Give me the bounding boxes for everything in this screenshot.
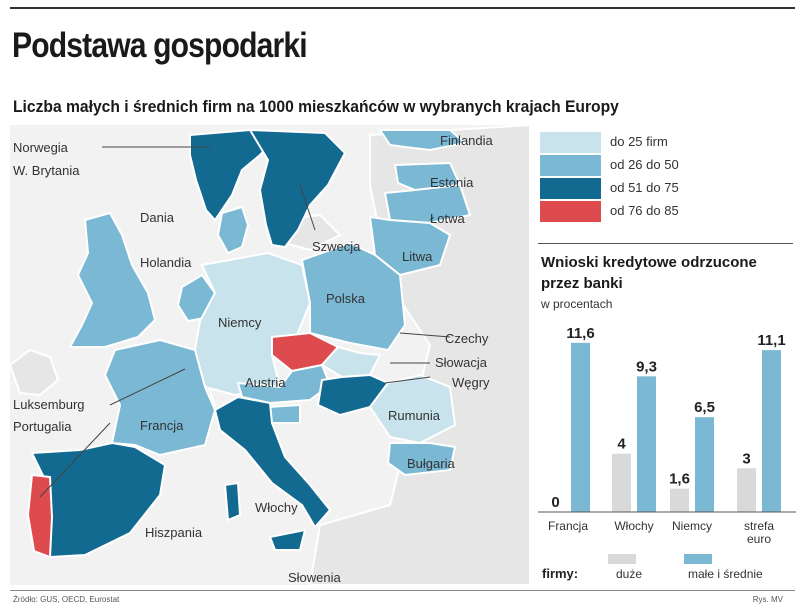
footer-rule (10, 590, 795, 591)
map-label-slowenia: Słowenia (288, 570, 342, 585)
legend-swatch (540, 155, 601, 176)
map-label-portugalia: Portugalia (13, 419, 72, 434)
chart-title: Wnioski kredytowe odrzucone przez banki (541, 254, 757, 292)
chart-top-rule (538, 243, 793, 244)
bar-value-label: 0 (551, 494, 559, 511)
legend-row: od 76 do 85 (540, 201, 800, 222)
bar-value-label: 6,5 (694, 399, 715, 416)
country-francja (103, 338, 217, 457)
map-label-hiszpania: Hiszpania (145, 525, 203, 540)
country-wlochy (213, 395, 332, 529)
legend-label: od 76 do 85 (610, 203, 679, 218)
chart-legend-swatch (684, 554, 712, 564)
country-wlochy-sicily (268, 528, 307, 551)
chart-legend-label: duże (616, 567, 642, 581)
map-label-bulgaria: Bułgaria (407, 456, 455, 471)
map-label-austria: Austria (245, 375, 286, 390)
bar-value-label: 11,6 (566, 325, 594, 342)
legend-swatch (540, 178, 601, 199)
map-label-holandia: Holandia (140, 255, 192, 270)
graphic-credit: Rys. MV (752, 595, 783, 604)
bar-value-label: 4 (617, 436, 626, 453)
legend-label: od 51 do 75 (610, 180, 679, 195)
legend-label: do 25 firm (610, 134, 668, 149)
map-label-wbrytania: W. Brytania (13, 163, 80, 178)
page-subtitle: Liczba małych i średnich firm na 1000 mi… (13, 97, 619, 116)
page-title: Podstawa gospodarki (12, 26, 308, 65)
country-bulgaria (386, 442, 457, 477)
category-label: strefa (744, 519, 774, 533)
country-portugalia (26, 473, 54, 559)
map-label-wegry: Węgry (452, 375, 490, 390)
map-label-szwecja: Szwecja (312, 239, 361, 254)
country-finlandia (378, 129, 468, 152)
map-label-finlandia: Finlandia (440, 133, 494, 148)
bar-chart: 0 11,6 Francja 4 9,3 Włochy 1,6 6,5 Niemcy 3 11,1 s… (538, 325, 796, 581)
top-rule (10, 7, 795, 9)
bar-male-srednie (571, 342, 590, 512)
map-label-lotwa: Łotwa (430, 211, 465, 226)
category-label: Niemcy (672, 519, 712, 533)
map-label-estonia: Estonia (430, 175, 474, 190)
map-label-luksemburg: Luksemburg (13, 397, 85, 412)
category-label: Francja (548, 519, 588, 533)
map-label-litwa: Litwa (402, 249, 433, 264)
map-label-polska: Polska (326, 291, 366, 306)
country-szwecja (248, 128, 347, 249)
country-slowenia (266, 403, 301, 424)
map-label-rumunia: Rumunia (388, 408, 441, 423)
bar-value-label: 11,1 (757, 332, 785, 349)
legend-swatch (540, 132, 601, 153)
map-label-wlochy: Włochy (255, 500, 298, 515)
bar-male-srednie (762, 350, 781, 512)
chart-legend-swatch (608, 554, 636, 564)
category-label: euro (747, 532, 771, 546)
bar-value-label: 3 (742, 450, 750, 467)
country-dania (216, 205, 250, 255)
europe-map: Norwegia W. Brytania Dania Holandia Finl… (10, 125, 530, 585)
map-label-norwegia: Norwegia (13, 140, 69, 155)
chart-legend-label: małe i średnie (688, 567, 763, 581)
land-ireland (10, 348, 60, 397)
category-label: Włochy (614, 519, 653, 533)
bar-duze (670, 488, 689, 512)
map-label-dania: Dania (140, 210, 175, 225)
legend-row: do 25 firm (540, 132, 800, 153)
legend-row: od 51 do 75 (540, 178, 800, 199)
legend-row: od 26 do 50 (540, 155, 800, 176)
map-label-francja: Francja (140, 418, 184, 433)
bar-duze (612, 453, 631, 512)
map-label-niemcy: Niemcy (218, 315, 262, 330)
country-wlochy-sardinia (223, 481, 242, 522)
map-label-slowacja: Słowacja (435, 355, 488, 370)
map-legend: do 25 firm od 26 do 50 od 51 do 75 od 76… (540, 132, 800, 232)
bar-value-label: 9,3 (636, 358, 657, 375)
country-polska (300, 241, 407, 352)
country-wbrytania (68, 211, 157, 348)
map-label-czechy: Czechy (445, 331, 489, 346)
bar-male-srednie (695, 417, 714, 512)
source-note: Źródło: GUS, OECD, Eurostat (13, 595, 120, 604)
map-leader-lines (39, 146, 451, 498)
country-rumunia (368, 373, 457, 445)
chart-unit: w procentach (541, 297, 613, 311)
legend-label: od 26 do 50 (610, 157, 679, 172)
bar-duze (737, 468, 756, 512)
chart-legend-title: firmy: (542, 566, 578, 581)
bar-value-label: 1,6 (669, 471, 690, 488)
bar-male-srednie (637, 376, 656, 512)
legend-swatch (540, 201, 601, 222)
